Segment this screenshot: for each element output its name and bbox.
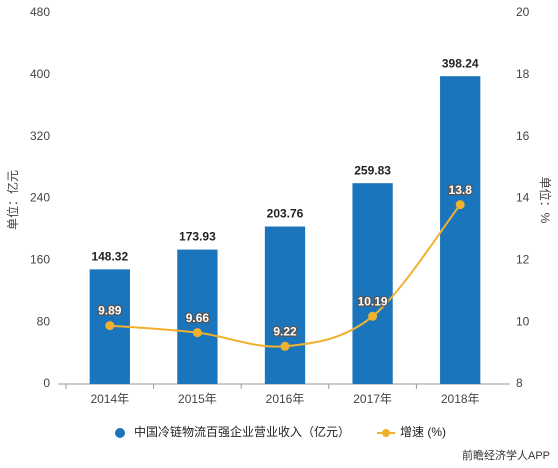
y-tick-label: 400	[30, 67, 50, 81]
line-value-label: 9.66	[186, 311, 210, 325]
y2-tick-label: 14	[516, 191, 530, 205]
bar	[352, 183, 393, 384]
legend-label: 中国冷链物流百强企业营业收入（亿元）	[134, 424, 350, 439]
bar-value-label: 173.93	[179, 230, 216, 244]
y-tick-label: 320	[30, 129, 50, 143]
x-tick-label: 2018年	[441, 392, 480, 406]
bar-value-label: 148.32	[91, 250, 128, 264]
bar-value-label: 398.24	[442, 56, 479, 70]
y2-axis-label: 单位：%	[538, 177, 553, 224]
legend-marker	[382, 429, 391, 437]
legend-marker	[115, 428, 125, 438]
y2-tick-label: 8	[516, 376, 523, 390]
line-value-label: 9.89	[98, 304, 122, 318]
x-tick-label: 2015年	[178, 392, 217, 406]
legend-label: 增速 (%)	[400, 425, 446, 439]
bar-value-label: 203.76	[267, 207, 304, 221]
y2-tick-label: 16	[516, 129, 530, 143]
line-point	[105, 321, 115, 331]
y-tick-label: 240	[30, 191, 50, 205]
bar-value-label: 259.83	[354, 163, 391, 177]
line-value-label: 13.8	[449, 183, 473, 197]
bar	[177, 249, 218, 384]
line-point	[368, 311, 378, 321]
line-value-label: 10.19	[358, 294, 388, 308]
x-tick-label: 2017年	[353, 392, 392, 406]
y-tick-label: 480	[30, 5, 50, 19]
y2-tick-label: 20	[516, 5, 530, 19]
x-tick-label: 2014年	[90, 392, 129, 406]
y2-tick-label: 12	[516, 253, 530, 267]
y2-tick-label: 10	[516, 314, 530, 328]
y-tick-label: 0	[43, 376, 50, 390]
line-point	[192, 328, 202, 338]
x-tick-label: 2016年	[266, 392, 305, 406]
y-axis-label: 单位：亿元	[5, 170, 20, 230]
line-point	[280, 341, 290, 351]
line-point	[455, 200, 465, 210]
footer: 前瞻经济学人APP	[462, 448, 550, 462]
y2-tick-label: 18	[516, 67, 530, 81]
bar	[264, 226, 306, 384]
y-tick-label: 80	[37, 314, 51, 328]
line-value-label: 9.22	[273, 324, 297, 338]
bar	[440, 76, 481, 384]
y-tick-label: 160	[30, 253, 50, 267]
